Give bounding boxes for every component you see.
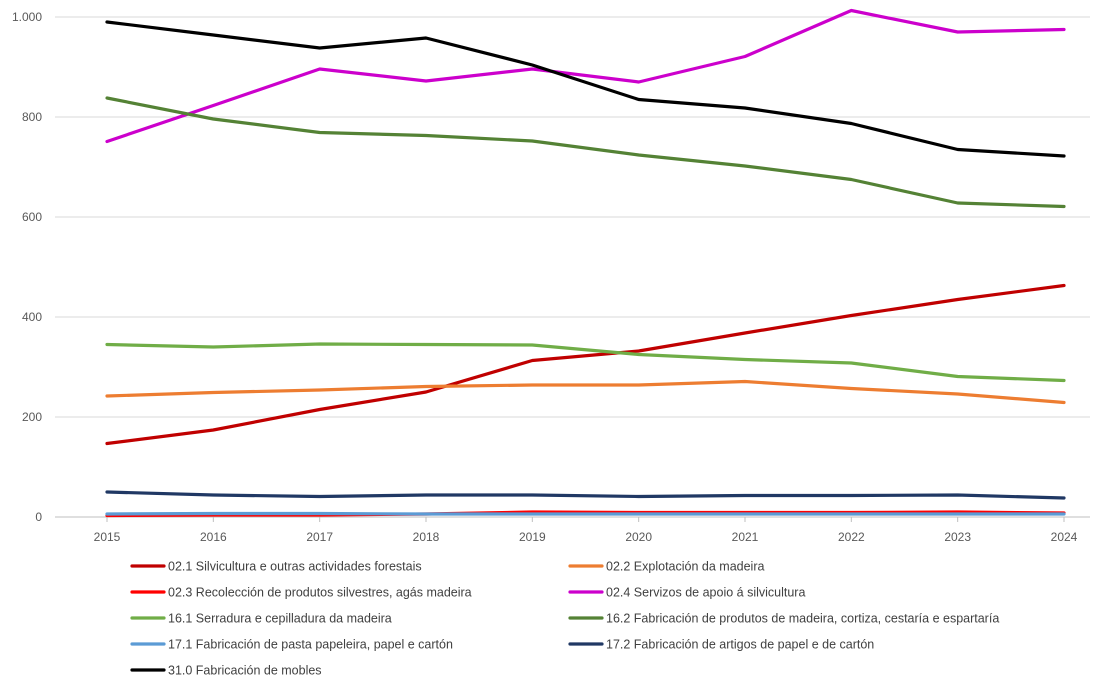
series-line (105, 490, 1066, 500)
legend-item: 02.1 Silvicultura e outras actividades f… (130, 560, 422, 574)
series-lines (105, 8, 1066, 518)
x-tick-label: 2018 (413, 530, 440, 544)
y-tick-label: 1.000 (12, 10, 42, 24)
legend-label: 16.1 Serradura e cepilladura da madeira (168, 612, 392, 626)
legend-item: 02.2 Explotación da madeira (568, 560, 764, 574)
legend-item: 17.1 Fabricación de pasta papeleira, pap… (130, 638, 453, 652)
x-tick-label: 2015 (94, 530, 121, 544)
x-tick-label: 2022 (838, 530, 865, 544)
series-line (105, 511, 1066, 516)
series-line (105, 342, 1066, 383)
y-tick-label: 400 (22, 310, 42, 324)
gridlines (55, 16, 1090, 518)
legend-label: 16.2 Fabricación de produtos de madeira,… (606, 612, 999, 626)
legend: 02.1 Silvicultura e outras actividades f… (130, 560, 999, 677)
legend-label: 02.1 Silvicultura e outras actividades f… (168, 560, 422, 574)
series-line (105, 96, 1066, 209)
y-axis: 0 200 400 600 800 1.000 (12, 10, 42, 524)
y-tick-label: 600 (22, 210, 42, 224)
legend-item: 16.1 Serradura e cepilladura da madeira (130, 612, 392, 626)
legend-item: 17.2 Fabricación de artigos de papel e d… (568, 638, 874, 652)
legend-label: 02.2 Explotación da madeira (606, 560, 764, 574)
x-tick-label: 2023 (944, 530, 971, 544)
legend-item: 16.2 Fabricación de produtos de madeira,… (568, 612, 999, 626)
legend-label: 31.0 Fabricación de mobles (168, 664, 322, 677)
series-line (105, 283, 1066, 446)
legend-item: 02.4 Servizos de apoio á silvicultura (568, 586, 805, 600)
x-tick-label: 2019 (519, 530, 546, 544)
legend-label: 02.3 Recolección de produtos silvestres,… (168, 586, 472, 600)
x-tick-label: 2016 (200, 530, 227, 544)
y-tick-label: 800 (22, 110, 42, 124)
legend-item: 31.0 Fabricación de mobles (130, 664, 322, 677)
legend-label: 17.1 Fabricación de pasta papeleira, pap… (168, 638, 453, 652)
x-tick-label: 2024 (1051, 530, 1078, 544)
series-line (105, 8, 1066, 144)
legend-item: 02.3 Recolección de produtos silvestres,… (130, 586, 472, 600)
legend-label: 02.4 Servizos de apoio á silvicultura (606, 586, 805, 600)
x-tick-label: 2021 (732, 530, 759, 544)
legend-label: 17.2 Fabricación de artigos de papel e d… (606, 638, 874, 652)
series-line (105, 379, 1066, 405)
series-line (105, 20, 1066, 158)
x-tick-label: 2017 (306, 530, 333, 544)
y-tick-label: 200 (22, 410, 42, 424)
x-tick-label: 2020 (625, 530, 652, 544)
y-tick-label: 0 (35, 510, 42, 524)
x-axis: 2015 2016 2017 2018 2019 2020 2021 2022 2023 2024 (94, 517, 1078, 544)
